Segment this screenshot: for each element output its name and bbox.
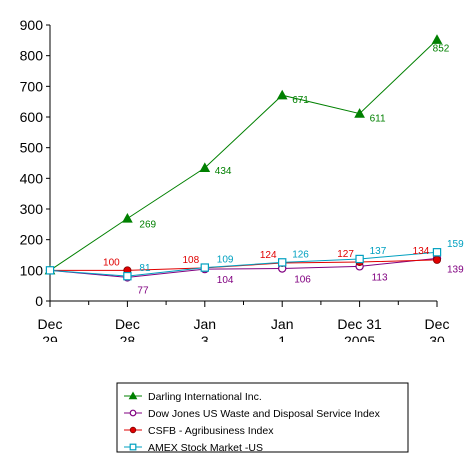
- data-label: 671: [292, 95, 309, 106]
- data-label: 108: [182, 255, 199, 266]
- y-tick-label: 700: [20, 78, 44, 94]
- data-label: 134: [413, 246, 430, 257]
- chart-series: [44, 34, 443, 282]
- x-tick-label: Dec: [425, 316, 450, 332]
- data-label: 113: [372, 272, 388, 283]
- data-label: 124: [260, 250, 277, 261]
- data-point: [278, 258, 287, 267]
- data-point: [122, 212, 133, 223]
- series-0: [44, 34, 443, 275]
- data-point: [276, 89, 288, 100]
- y-tick-label: 600: [20, 109, 44, 125]
- legend-box: [116, 382, 409, 453]
- legend-marker: [128, 391, 138, 400]
- data-label: 852: [433, 44, 450, 55]
- data-label: 104: [217, 275, 234, 286]
- x-tick-label-line2: 3: [201, 333, 209, 349]
- chart-legend: Darling International Inc. Dow Jones US W…: [116, 382, 409, 454]
- data-label: 109: [217, 255, 234, 266]
- x-tick-label: Jan: [271, 316, 294, 332]
- y-tick-label: 500: [20, 140, 44, 156]
- data-label: 106: [294, 274, 311, 285]
- series-line: [49, 251, 438, 277]
- y-tick-label: 400: [20, 170, 44, 186]
- series-line: [49, 39, 438, 271]
- y-tick-label: 900: [20, 17, 44, 33]
- data-label: 100: [103, 257, 120, 268]
- x-tick-label: Dec: [115, 316, 140, 332]
- data-point: [123, 271, 132, 281]
- series-3: [45, 248, 442, 281]
- legend-marker: [129, 426, 137, 434]
- data-label: 611: [370, 114, 386, 125]
- y-tick-label: 100: [20, 262, 44, 278]
- legend-label: Darling International Inc.: [148, 391, 262, 403]
- data-point: [432, 255, 441, 264]
- x-tick-label-line2: 1: [278, 333, 286, 349]
- y-tick-label: 0: [35, 293, 43, 309]
- legend-marker: [129, 409, 137, 417]
- x-tick-label: Jan: [194, 316, 217, 332]
- y-tick-label: 300: [20, 201, 44, 217]
- data-label: 139: [447, 264, 464, 275]
- data-label: 81: [139, 263, 151, 274]
- data-label: 159: [447, 239, 464, 250]
- y-axis-ticks: 0 100 200 300 400 500 600 700 800 900: [20, 17, 50, 309]
- data-label: 127: [337, 249, 354, 260]
- data-label: 137: [370, 246, 387, 257]
- data-labels: 269 434 671 611 852 77 104 106 113 139 100 108 124 12…: [103, 44, 464, 297]
- legend-label: AMEX Stock Market -US: [148, 442, 263, 454]
- legend-label: CSFB - Agribusiness Index: [148, 425, 274, 437]
- data-point: [355, 254, 364, 264]
- series-line: [49, 257, 438, 278]
- data-point: [200, 263, 209, 272]
- data-point: [354, 108, 365, 118]
- data-label: 126: [292, 249, 309, 260]
- data-label: 77: [137, 285, 149, 296]
- x-label-clip: [0, 342, 466, 362]
- data-point: [199, 162, 211, 173]
- data-point: [431, 34, 443, 44]
- data-label: 434: [215, 166, 232, 177]
- x-tick-label: Dec 31: [337, 316, 382, 332]
- legend-marker: [129, 443, 137, 451]
- y-tick-label: 200: [20, 232, 44, 248]
- y-tick-label: 800: [20, 48, 44, 64]
- data-point: [432, 248, 442, 257]
- legend-label: Dow Jones US Waste and Disposal Service …: [148, 408, 381, 420]
- x-tick-label: Dec: [38, 316, 63, 332]
- data-point: [45, 266, 55, 275]
- data-label: 269: [139, 220, 156, 231]
